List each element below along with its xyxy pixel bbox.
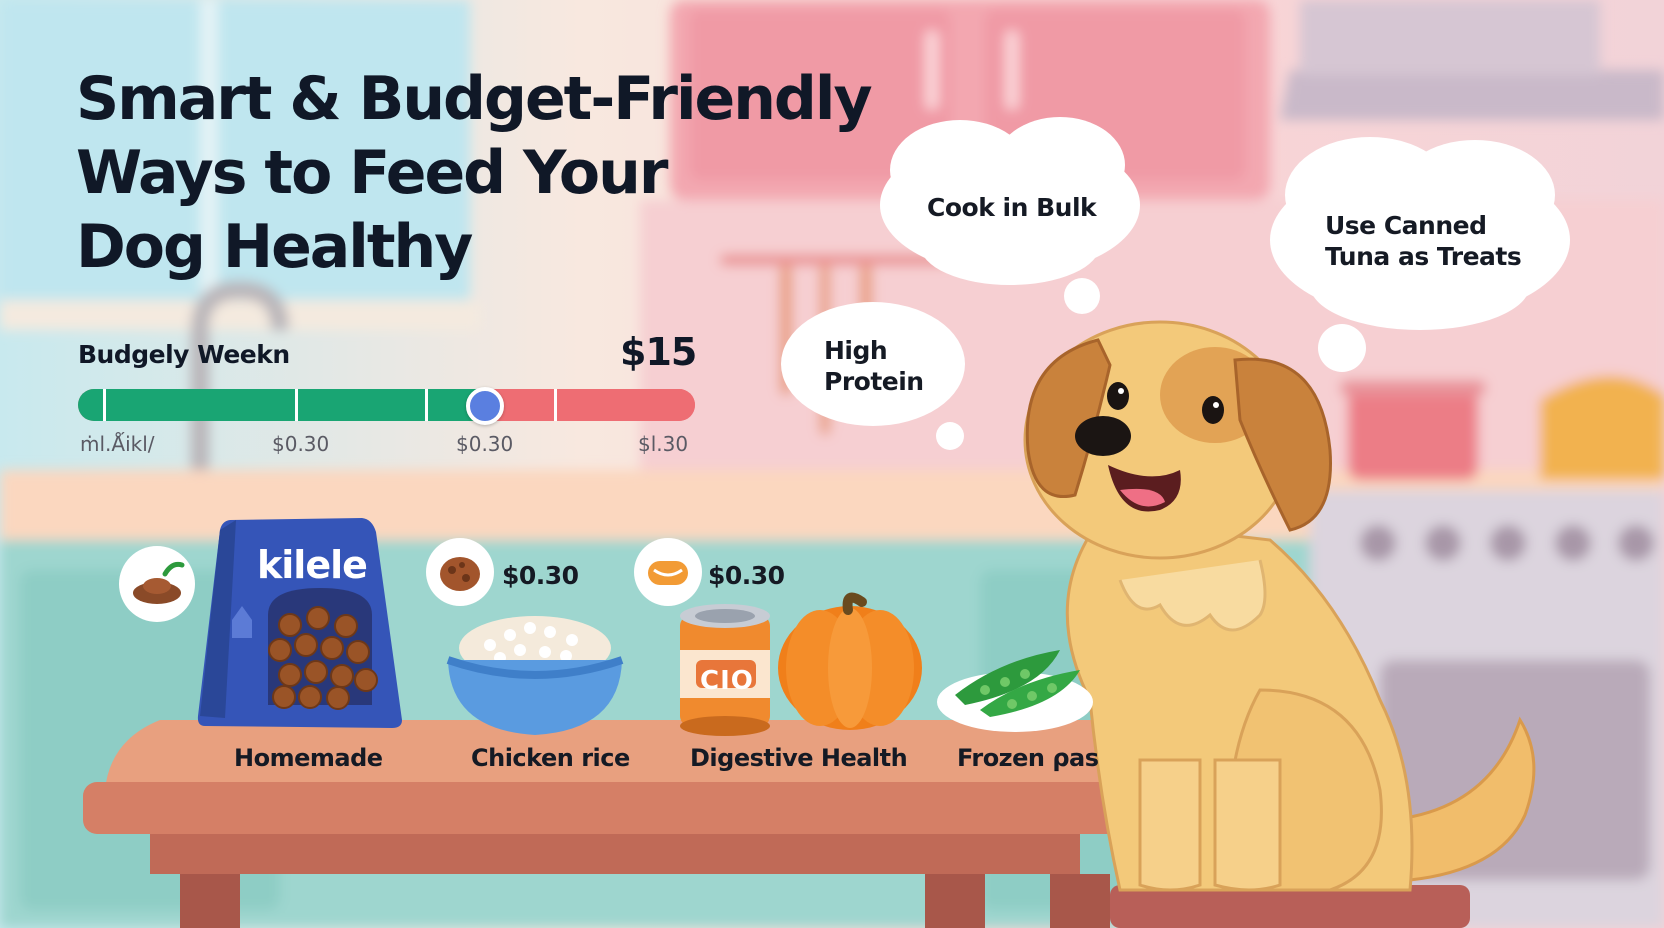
- tip-canned-tuna-line-1: Use Canned: [1325, 211, 1487, 240]
- bar-segment: [106, 389, 298, 421]
- bar-segment: [298, 389, 428, 421]
- budget-tick-label: $l.30: [638, 432, 689, 456]
- food-label-frozen-peas: Frozen ⍴as: [957, 744, 1099, 772]
- dog-illustration: [1023, 320, 1536, 892]
- food-label-chicken-rice: Chicken rice: [471, 744, 630, 772]
- cookie-icon: [426, 538, 494, 606]
- stool: [1110, 885, 1470, 928]
- budget-label: Budgely Weekn: [78, 340, 290, 369]
- table: [83, 720, 1233, 928]
- budget-amount: $15: [620, 330, 697, 374]
- tip-high-protein: High Protein: [824, 335, 924, 397]
- budget-slider-handle: [466, 387, 504, 425]
- pumpkin: [778, 592, 922, 730]
- title-line-1: Smart & Budget-Friendly: [76, 64, 873, 134]
- price-tag: $0.30: [708, 561, 785, 590]
- bar-segment: [557, 389, 695, 421]
- peas-plate: [937, 650, 1093, 732]
- thought-bubble-tuna: [1270, 137, 1570, 372]
- price-tag: $0.30: [502, 561, 579, 590]
- can-label-text: CIO: [700, 666, 754, 696]
- bar-segment: [78, 389, 106, 421]
- food-label-homemade: Homemade: [234, 744, 383, 772]
- title-line-2: Ways to Feed Your: [76, 138, 668, 208]
- rice-bowl: [446, 616, 624, 735]
- page-title: Smart & Budget-Friendly Ways to Feed You…: [76, 62, 876, 284]
- tip-canned-tuna: Use Canned Tuna as Treats: [1325, 210, 1565, 272]
- kibble-bag: [197, 518, 402, 728]
- sausage-icon: [634, 538, 702, 606]
- budget-tick-label: $0.30: [456, 432, 514, 456]
- thought-bubble-protein: [781, 302, 965, 450]
- canned-food: [680, 604, 770, 736]
- thought-bubble-bulk: [880, 117, 1140, 314]
- title-line-3: Dog Healthy: [76, 212, 473, 282]
- tip-high-protein-line-2: Protein: [824, 367, 924, 396]
- budget-tick-label: ṁl.Ǻikl/: [80, 432, 155, 456]
- tip-high-protein-line-1: High: [824, 336, 888, 365]
- food-bowl-icon: [119, 546, 195, 622]
- budget-tick-label: $0.30: [272, 432, 330, 456]
- bag-brand-text: kilele: [257, 543, 368, 587]
- food-label-digestive-health: Digestive Health: [690, 744, 908, 772]
- tip-canned-tuna-line-2: Tuna as Treats: [1325, 242, 1522, 271]
- budget-progress-bar: [78, 389, 695, 421]
- tip-cook-in-bulk: Cook in Bulk: [927, 193, 1097, 222]
